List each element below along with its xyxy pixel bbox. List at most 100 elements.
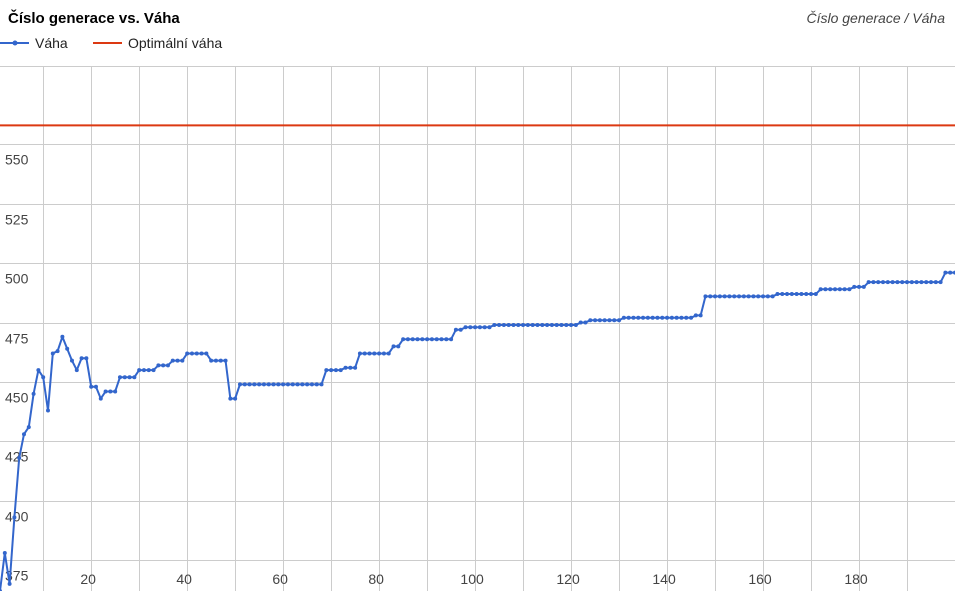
data-point-vaha[interactable]: [617, 318, 622, 323]
data-point-vaha[interactable]: [324, 368, 329, 373]
legend-item-optimalni-vaha[interactable]: Optimální váha: [93, 35, 222, 51]
data-point-vaha[interactable]: [583, 320, 588, 325]
data-point-vaha[interactable]: [842, 287, 847, 292]
data-point-vaha[interactable]: [233, 396, 238, 401]
data-point-vaha[interactable]: [909, 280, 914, 285]
data-point-vaha[interactable]: [50, 351, 55, 356]
data-point-vaha[interactable]: [338, 368, 343, 373]
data-point-vaha[interactable]: [516, 322, 521, 327]
data-point-vaha[interactable]: [449, 337, 454, 342]
data-point-vaha[interactable]: [434, 337, 439, 342]
data-point-vaha[interactable]: [521, 322, 526, 327]
data-point-vaha[interactable]: [189, 351, 194, 356]
data-point-vaha[interactable]: [765, 294, 770, 299]
data-point-vaha[interactable]: [247, 382, 252, 387]
data-point-vaha[interactable]: [218, 358, 223, 363]
data-point-vaha[interactable]: [713, 294, 718, 299]
data-point-vaha[interactable]: [674, 315, 679, 320]
data-point-vaha[interactable]: [309, 382, 314, 387]
data-point-vaha[interactable]: [257, 382, 262, 387]
data-point-vaha[interactable]: [924, 280, 929, 285]
data-point-vaha[interactable]: [146, 368, 151, 373]
data-point-vaha[interactable]: [881, 280, 886, 285]
data-point-vaha[interactable]: [276, 382, 281, 387]
data-point-vaha[interactable]: [17, 455, 22, 460]
data-point-vaha[interactable]: [237, 382, 242, 387]
data-point-vaha[interactable]: [530, 322, 535, 327]
data-point-vaha[interactable]: [185, 351, 190, 356]
data-point-vaha[interactable]: [497, 322, 502, 327]
data-point-vaha[interactable]: [458, 327, 463, 332]
data-point-vaha[interactable]: [305, 382, 310, 387]
data-point-vaha[interactable]: [722, 294, 727, 299]
data-point-vaha[interactable]: [602, 318, 607, 323]
data-point-vaha[interactable]: [463, 325, 468, 330]
data-point-vaha[interactable]: [45, 408, 50, 413]
data-point-vaha[interactable]: [420, 337, 425, 342]
data-point-vaha[interactable]: [732, 294, 737, 299]
data-point-vaha[interactable]: [180, 358, 185, 363]
data-point-vaha[interactable]: [751, 294, 756, 299]
data-point-vaha[interactable]: [401, 337, 406, 342]
data-point-vaha[interactable]: [943, 270, 948, 275]
data-point-vaha[interactable]: [885, 280, 890, 285]
data-point-vaha[interactable]: [933, 280, 938, 285]
data-point-vaha[interactable]: [410, 337, 415, 342]
data-point-vaha[interactable]: [391, 344, 396, 349]
data-point-vaha[interactable]: [871, 280, 876, 285]
data-point-vaha[interactable]: [741, 294, 746, 299]
data-point-vaha[interactable]: [482, 325, 487, 330]
data-point-vaha[interactable]: [69, 358, 74, 363]
data-point-vaha[interactable]: [170, 358, 175, 363]
data-point-vaha[interactable]: [578, 320, 583, 325]
data-point-vaha[interactable]: [799, 292, 804, 297]
data-point-vaha[interactable]: [213, 358, 218, 363]
data-point-vaha[interactable]: [857, 284, 862, 289]
data-point-vaha[interactable]: [717, 294, 722, 299]
data-point-vaha[interactable]: [660, 315, 665, 320]
data-point-vaha[interactable]: [506, 322, 511, 327]
data-point-vaha[interactable]: [377, 351, 382, 356]
data-point-vaha[interactable]: [804, 292, 809, 297]
data-point-vaha[interactable]: [818, 287, 823, 292]
data-point-vaha[interactable]: [545, 322, 550, 327]
data-point-vaha[interactable]: [290, 382, 295, 387]
data-point-vaha[interactable]: [813, 292, 818, 297]
data-point-vaha[interactable]: [199, 351, 204, 356]
data-point-vaha[interactable]: [89, 384, 94, 389]
data-point-vaha[interactable]: [905, 280, 910, 285]
data-point-vaha[interactable]: [281, 382, 286, 387]
data-point-vaha[interactable]: [31, 391, 36, 396]
data-point-vaha[interactable]: [55, 349, 60, 354]
data-point-vaha[interactable]: [65, 346, 70, 351]
data-point-vaha[interactable]: [487, 325, 492, 330]
data-point-vaha[interactable]: [60, 334, 65, 339]
data-point-vaha[interactable]: [621, 315, 626, 320]
data-point-vaha[interactable]: [746, 294, 751, 299]
data-point-vaha[interactable]: [573, 322, 578, 327]
data-point-vaha[interactable]: [353, 365, 358, 370]
data-point-vaha[interactable]: [348, 365, 353, 370]
data-point-vaha[interactable]: [770, 294, 775, 299]
data-point-vaha[interactable]: [12, 515, 17, 520]
data-point-vaha[interactable]: [103, 389, 108, 394]
data-point-vaha[interactable]: [737, 294, 742, 299]
data-point-vaha[interactable]: [84, 356, 89, 361]
data-point-vaha[interactable]: [2, 550, 7, 555]
data-point-vaha[interactable]: [919, 280, 924, 285]
data-point-vaha[interactable]: [900, 280, 905, 285]
data-point-vaha[interactable]: [329, 368, 334, 373]
data-point-vaha[interactable]: [626, 315, 631, 320]
data-point-vaha[interactable]: [948, 270, 953, 275]
data-point-vaha[interactable]: [439, 337, 444, 342]
data-point-vaha[interactable]: [756, 294, 761, 299]
data-point-vaha[interactable]: [357, 351, 362, 356]
data-point-vaha[interactable]: [852, 284, 857, 289]
data-point-vaha[interactable]: [266, 382, 271, 387]
data-point-vaha[interactable]: [785, 292, 790, 297]
data-point-vaha[interactable]: [477, 325, 482, 330]
data-point-vaha[interactable]: [79, 356, 84, 361]
data-point-vaha[interactable]: [650, 315, 655, 320]
data-point-vaha[interactable]: [549, 322, 554, 327]
data-point-vaha[interactable]: [929, 280, 934, 285]
